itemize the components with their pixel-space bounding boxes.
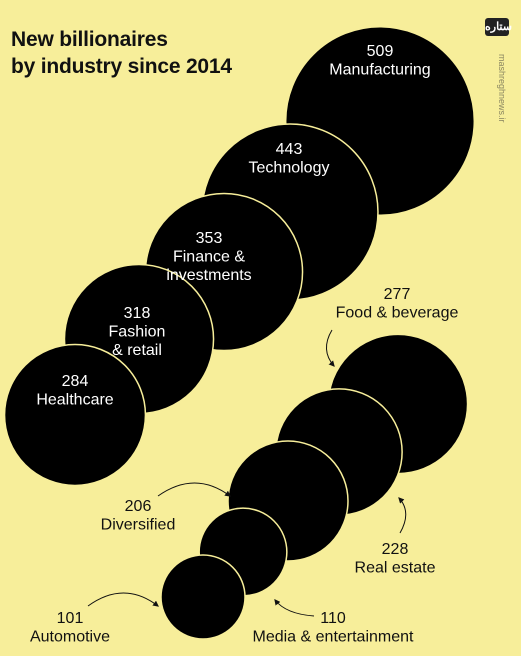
value-label-diversified: 206 — [125, 498, 152, 515]
value-label-food-and-beverage: 277 — [384, 286, 411, 303]
category-label-fashion-and-retail-line-2: & retail — [112, 342, 162, 359]
chart-title-line-2: by industry since 2014 — [11, 55, 232, 78]
arrow-food-and-beverage — [326, 329, 335, 367]
category-label-manufacturing: Manufacturing — [329, 62, 430, 79]
watermark-site: mashreghnews.ir — [497, 54, 507, 123]
bubble-healthcare — [3, 343, 147, 487]
category-label-media-and-entertainment: Media & entertainment — [253, 629, 415, 646]
value-label-finance-and-investments: 353 — [196, 230, 223, 247]
category-label-healthcare: Healthcare — [36, 392, 113, 409]
arrow-media-and-entertainment — [274, 599, 315, 617]
category-label-automotive: Automotive — [30, 629, 110, 646]
category-label-diversified: Diversified — [101, 517, 176, 534]
category-label-real-estate: Real estate — [355, 560, 436, 577]
category-label-finance-and-investments-line-1: Finance & — [173, 249, 245, 266]
chart-title: New billionaires by industry since 2014 — [11, 26, 311, 80]
value-label-real-estate: 228 — [382, 541, 409, 558]
category-label-food-and-beverage: Food & beverage — [336, 305, 459, 322]
value-label-manufacturing: 509 — [367, 43, 394, 60]
chart-title-line-1: New billionaires — [11, 28, 168, 51]
value-label-media-and-entertainment: 110 — [320, 610, 346, 627]
value-label-automotive: 101 — [57, 610, 84, 627]
watermark-logo: ستاره — [485, 18, 512, 36]
arrow-real-estate — [398, 497, 407, 534]
bubble-automotive — [160, 554, 246, 640]
value-label-fashion-and-retail: 318 — [124, 305, 151, 322]
value-label-technology: 443 — [276, 141, 303, 158]
category-label-technology: Technology — [249, 160, 330, 177]
arrow-automotive — [87, 592, 159, 607]
value-label-healthcare: 284 — [62, 373, 89, 390]
category-label-fashion-and-retail-line-1: Fashion — [109, 324, 166, 341]
category-label-finance-and-investments-line-2: investments — [166, 267, 251, 284]
arrow-diversified — [157, 482, 231, 497]
watermark: ستاره mashreghnews.ir — [485, 6, 515, 126]
